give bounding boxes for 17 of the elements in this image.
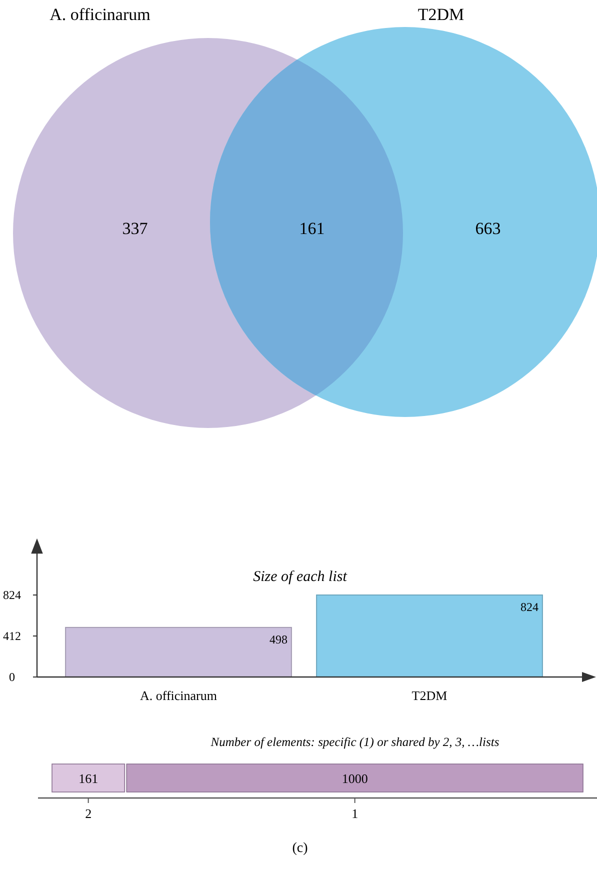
category-label: T2DM	[418, 5, 464, 24]
data-label: 161	[78, 771, 98, 786]
data-label: 161	[299, 219, 325, 238]
y-tick-label: 412	[3, 629, 21, 643]
data-label: 1000	[342, 771, 368, 786]
category-label: 1	[352, 806, 358, 821]
category-label: 2	[85, 806, 92, 821]
text: Number of elements: specific (1) or shared by 2, 3, …lists	[210, 735, 500, 749]
text: (c)	[292, 841, 308, 856]
y-tick-label: 0	[9, 670, 15, 684]
data-label: 337	[122, 219, 148, 238]
y-tick-label: 824	[3, 588, 21, 602]
chart-title: Size of each list	[253, 569, 348, 585]
data-label: 663	[475, 219, 501, 238]
category-label: A. officinarum	[50, 5, 150, 24]
data-label: 498	[269, 632, 288, 646]
data-label: 824	[520, 600, 538, 614]
